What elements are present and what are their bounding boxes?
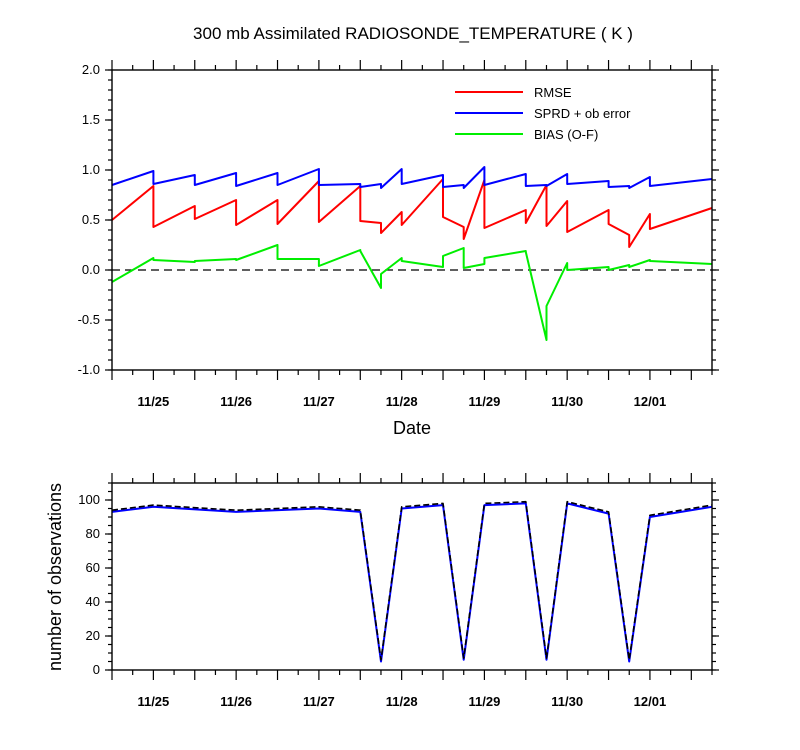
x-tick-label: 11/25 (137, 394, 169, 409)
top-y-tick-labels: -1.0 -0.5 0.0 0.5 1.0 1.5 2.0 (78, 62, 100, 377)
x-tick-label: 11/26 (220, 394, 252, 409)
top-plot-frame (111, 69, 713, 371)
x-tick-label: 11/29 (468, 694, 500, 709)
chart-title: 300 mb Assimilated RADIOSONDE_TEMPERATUR… (193, 24, 633, 43)
bottom-series-lines (111, 500, 713, 663)
x-axis-title: Date (393, 418, 431, 438)
legend-label-rmse: RMSE (534, 85, 572, 100)
y-tick-label: 60 (86, 560, 100, 575)
x-tick-label: 12/01 (634, 394, 667, 409)
legend-label-sprd-ob-error: SPRD + ob error (534, 106, 631, 121)
bottom-x-tick-labels: 11/25 11/26 11/27 11/28 11/29 11/30 12/01 (137, 694, 666, 709)
top-axis-ticks (105, 60, 719, 380)
x-tick-label: 11/27 (303, 394, 335, 409)
top-x-tick-labels: 11/25 11/26 11/27 11/28 11/29 11/30 12/01 (137, 394, 666, 409)
y-tick-label: -1.0 (78, 362, 100, 377)
bottom-y-tick-labels: 0 20 40 60 80 100 (78, 492, 100, 677)
x-tick-label: 11/26 (220, 694, 252, 709)
series-line-rmse (111, 178, 713, 248)
bottom-axis-ticks (105, 473, 719, 680)
x-tick-label: 11/28 (386, 394, 418, 409)
y-tick-label: 0.5 (82, 212, 100, 227)
series-line-sprd-ob-error (111, 166, 713, 189)
y-tick-label: 1.5 (82, 112, 100, 127)
legend-label-bias-o-f: BIAS (O-F) (534, 127, 598, 142)
x-tick-label: 11/28 (386, 694, 418, 709)
y-tick-label: 80 (86, 526, 100, 541)
x-tick-label: 11/30 (551, 694, 583, 709)
y-tick-label: 1.0 (82, 162, 100, 177)
y-tick-label: -0.5 (78, 312, 100, 327)
x-tick-label: 11/27 (303, 694, 335, 709)
series-line-bias-o-f (111, 244, 713, 341)
y-tick-label: 0 (93, 662, 100, 677)
assimilation-stats-chart: 300 mb Assimilated RADIOSONDE_TEMPERATUR… (78, 24, 719, 438)
legend: RMSE SPRD + ob error BIAS (O-F) (455, 85, 631, 142)
y-tick-label: 0.0 (82, 262, 100, 277)
y-tick-label: 100 (78, 492, 100, 507)
bottom-plot-frame (111, 482, 713, 671)
y-tick-label: 2.0 (82, 62, 100, 77)
y-tick-label: 20 (86, 628, 100, 643)
y-axis-title-observations: number of observations (45, 483, 65, 671)
x-tick-label: 11/25 (137, 694, 169, 709)
series-line-possible (111, 500, 713, 661)
series-line-used (111, 502, 713, 663)
x-tick-label: 11/29 (468, 394, 500, 409)
y-tick-label: 40 (86, 594, 100, 609)
x-tick-label: 12/01 (634, 694, 667, 709)
top-series-lines (111, 166, 713, 341)
x-tick-label: 11/30 (551, 394, 583, 409)
